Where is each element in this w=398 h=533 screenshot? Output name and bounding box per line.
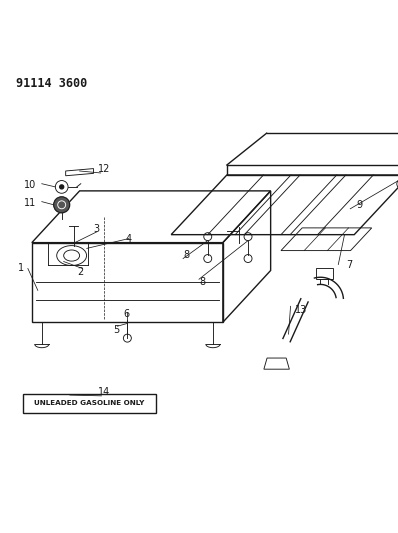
Text: 8: 8 [199, 277, 205, 287]
Text: 14: 14 [98, 387, 110, 397]
Circle shape [54, 197, 70, 213]
Text: 13: 13 [295, 305, 307, 316]
Text: 6: 6 [123, 309, 129, 319]
Text: 9: 9 [356, 200, 362, 210]
Text: 11: 11 [24, 198, 36, 208]
Circle shape [60, 185, 64, 189]
Text: 4: 4 [125, 233, 131, 244]
Text: 91114 3600: 91114 3600 [16, 77, 87, 91]
Text: UNLEADED GASOLINE ONLY: UNLEADED GASOLINE ONLY [34, 400, 145, 406]
Text: 12: 12 [98, 164, 110, 174]
Text: 8: 8 [183, 249, 189, 260]
Bar [316, 268, 333, 279]
Text: 1: 1 [18, 263, 24, 273]
Text: 2: 2 [78, 268, 84, 278]
Text: 3: 3 [94, 224, 100, 233]
Text: 10: 10 [24, 180, 36, 190]
Text: 5: 5 [113, 325, 120, 335]
Text: 7: 7 [346, 260, 353, 270]
